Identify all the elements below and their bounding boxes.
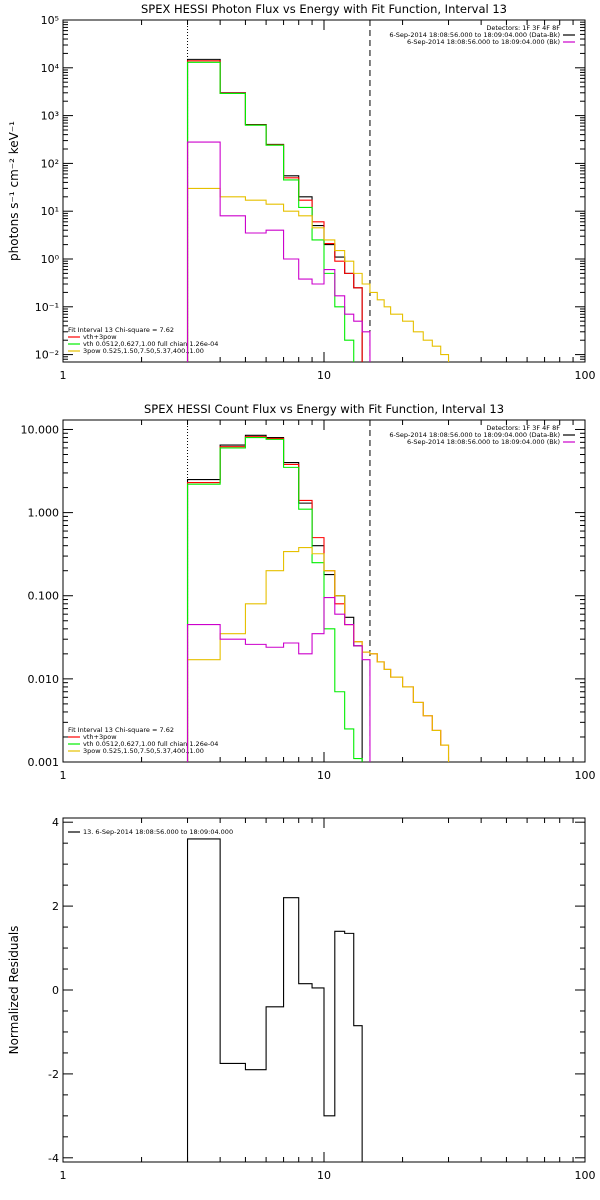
legend-fit-header: Fit Interval 13 Chi-square = 7.62 [68,326,174,334]
y-tick-label: -2 [48,1068,59,1081]
legend-fit-text: 3pow 0.525,1.50,7.50,5.37,400.,1.00 [83,347,204,355]
y-tick-label: 10⁰ [41,253,60,266]
series-data-bk-line [186,58,363,362]
y-tick-label: 4 [52,816,59,829]
series-bk-line [186,141,371,362]
y-tick-label: 0.100 [28,590,60,603]
y-tick-label: 10² [41,157,59,170]
x-tick-label: 10 [317,1169,331,1182]
series-vth-line [186,436,363,762]
series-3pow-line [186,187,450,362]
legend-fit-text: vth+3pow [83,733,117,741]
legend-fit-header: Fit Interval 13 Chi-square = 7.62 [68,726,174,734]
legend-fit-text: vth 0.0512,0.627,1.00 full chian 1.26e-0… [83,740,218,748]
plot-frame-1 [62,19,586,363]
legend-topright-text: Detectors: 1F 3F 4F 8F [486,24,560,32]
series-vth-3pow-line [186,60,363,362]
x-tick-label: 10 [317,769,331,782]
legend-fit-text: 3pow 0.525,1.50,7.50,5.37,400.,1.00 [83,747,204,755]
legend-topright-text: Detectors: 1F 3F 4F 8F [486,424,560,432]
x-tick-label: 10 [317,369,331,382]
chart-title-1: SPEX HESSI Photon Flux vs Energy with Fi… [141,2,507,16]
x-tick-label: 100 [575,369,596,382]
x-tick-label: 1 [60,769,67,782]
legend-residual-text: 13. 6-Sep-2014 18:08:56.000 to 18:09:04.… [83,828,233,836]
y-tick-label: 0.010 [28,673,60,686]
legend-fit-text: vth 0.0512,0.627,1.00 full chian 1.26e-0… [83,340,218,348]
y-tick-label: 10⁴ [41,62,60,75]
series-13-6-sep-2014-18-08-56-000-to-18-09-04-000-line [186,838,363,1162]
series-bk-line [186,597,371,762]
y-tick-label: 10⁵ [41,14,59,27]
y-tick-label: -4 [48,1152,59,1165]
y-tick-label: 2 [52,900,59,913]
x-tick-label: 1 [60,369,67,382]
chart-title-2: SPEX HESSI Count Flux vs Energy with Fit… [144,402,504,416]
y-tick-label: 10.000 [21,423,60,436]
x-tick-label: 100 [575,1169,596,1182]
series-vth-line [186,61,355,362]
legend-topright-text: 6-Sep-2014 18:08:56.000 to 18:09:04.000 … [389,31,560,39]
y-tick-label: 10³ [41,110,59,123]
legend-fit-text: vth+3pow [83,333,117,341]
y-axis-label: Normalized Residuals [7,926,21,1055]
series-3pow-line [186,546,450,762]
series-vth-3pow-line [186,436,450,762]
legend-topright-text: 6-Sep-2014 18:08:56.000 to 18:09:04.000 … [407,438,560,446]
legend-topright-text: 6-Sep-2014 18:08:56.000 to 18:09:04.000 … [389,431,560,439]
series-data-bk-line [186,434,363,762]
y-tick-label: 10¹ [41,205,59,218]
y-tick-label: 1.000 [28,507,60,520]
y-tick-label: 0 [52,984,59,997]
x-tick-label: 1 [60,1169,67,1182]
y-tick-label: 0.001 [28,756,60,769]
y-tick-label: 10⁻¹ [35,301,59,314]
y-tick-label: 10⁻² [35,349,59,362]
legend-topright-text: 6-Sep-2014 18:08:56.000 to 18:09:04.000 … [407,38,560,46]
y-axis-label: photons s⁻¹ cm⁻² keV⁻¹ [7,121,21,261]
x-tick-label: 100 [575,769,596,782]
